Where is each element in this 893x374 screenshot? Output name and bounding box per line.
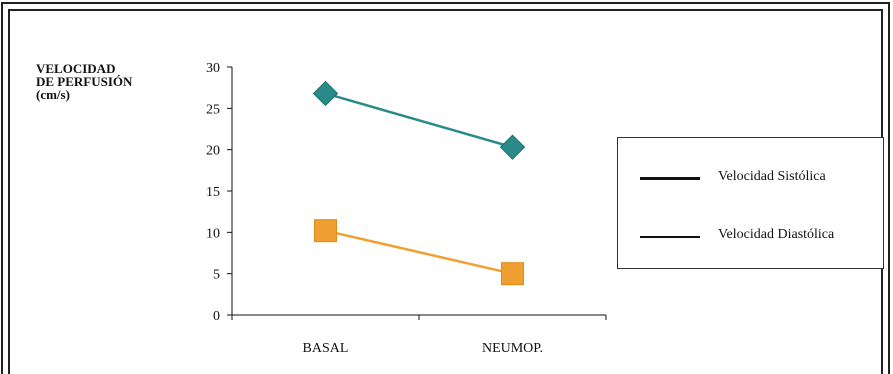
y-tick-label: 20: [206, 144, 220, 159]
y-tick-label: 15: [206, 185, 220, 200]
series-layer: [312, 80, 526, 286]
legend-swatch-diastolica: [640, 236, 700, 238]
data-point-diamond: [312, 80, 339, 107]
data-point-square: [314, 219, 337, 243]
legend-item-sistolica: Velocidad Sistólica: [636, 168, 881, 188]
x-tick-label: BASAL: [303, 341, 349, 356]
chart-axes: 0 5 10 15 20 25 30 BASAL NEUMOP.: [206, 61, 607, 356]
data-point-square: [501, 262, 524, 286]
series-line: [325, 92, 513, 149]
y-axis-label-line-3: (cm/s): [36, 87, 70, 102]
series-diastolica: [314, 219, 524, 286]
y-axis-label-line-1: VELOCIDAD: [36, 61, 116, 76]
legend-item-diastolica: Velocidad Diastólica: [636, 226, 881, 246]
y-tick-label: 5: [213, 268, 220, 283]
legend-swatch-sistolica: [640, 177, 700, 180]
series-line: [325, 229, 513, 275]
y-tick-label: 25: [206, 102, 220, 117]
data-point-diamond: [499, 134, 526, 160]
y-tick-label: 30: [206, 61, 220, 76]
legend: Velocidad Sistólica Velocidad Diastólica: [617, 137, 884, 269]
x-tick-label: NEUMOP.: [482, 341, 543, 356]
y-tick-label: 0: [213, 309, 220, 324]
y-axis-label-line-2: DE PERFUSIÓN: [36, 74, 133, 89]
y-tick-label: 10: [206, 226, 220, 241]
y-axis-label: VELOCIDAD DE PERFUSIÓN (cm/s): [36, 62, 132, 101]
legend-label-diastolica: Velocidad Diastólica: [718, 227, 835, 242]
legend-label-sistolica: Velocidad Sistólica: [718, 169, 826, 184]
series-sistolica: [312, 80, 526, 160]
